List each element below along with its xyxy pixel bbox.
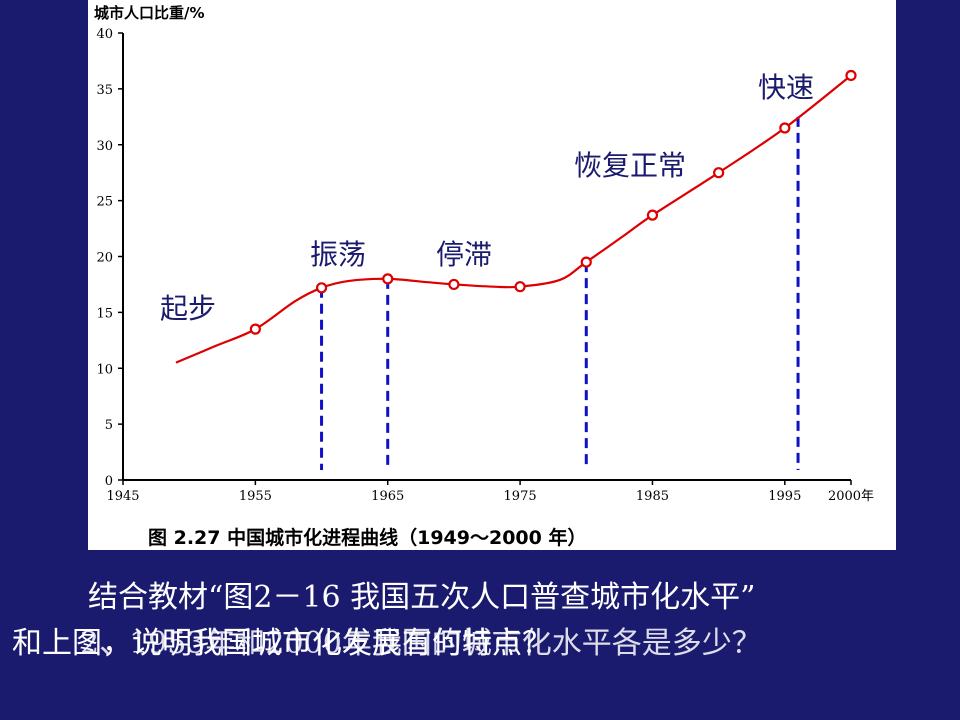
caption-line-2: 和上图，说明我国城市化发展有何特点？ — [12, 626, 552, 661]
x-ticks: 1945 1955 1965 1975 1985 1995 2000年 — [106, 480, 874, 504]
data-point-marker — [315, 282, 328, 294]
data-point-marker — [646, 209, 659, 221]
x-tick-label: 2000年 — [828, 489, 874, 504]
y-tick-label: 10 — [96, 362, 113, 377]
x-tick-label: 1995 — [768, 489, 801, 504]
data-point-marker — [249, 323, 261, 335]
stage-label-zhendang: 振荡 — [310, 238, 366, 271]
x-tick-label: 1975 — [504, 489, 537, 504]
chart-figure: 城市人口比重/% 0 5 10 15 20 25 30 35 40 1945 1955 1965 19… — [88, 0, 896, 550]
caption-line-overlap: 2、1953年和2000年我国的城市化水平各是多少？ — [80, 626, 762, 661]
urbanization-curve — [175, 74, 852, 364]
stage-label-tingzhi: 停滞 — [436, 238, 492, 271]
data-markers — [249, 69, 857, 335]
data-point-marker — [382, 273, 394, 285]
y-ticks: 0 5 10 15 20 25 30 35 40 — [96, 27, 123, 489]
y-tick-label: 0 — [105, 474, 113, 489]
y-tick-label: 25 — [96, 195, 113, 210]
x-tick-label: 1985 — [636, 489, 669, 504]
x-tick-label: 1955 — [239, 489, 272, 504]
data-point-marker — [514, 281, 526, 293]
stage-label-huifu: 恢复正常 — [574, 149, 686, 182]
y-tick-label: 30 — [96, 139, 113, 154]
y-tick-label: 5 — [105, 418, 113, 433]
data-point-marker — [779, 122, 791, 134]
x-tick-label: 1965 — [371, 489, 404, 504]
data-point-marker — [580, 256, 592, 268]
data-point-marker — [448, 278, 460, 291]
x-tick-label: 1945 — [106, 489, 139, 504]
y-tick-label: 20 — [96, 251, 113, 266]
caption-line-1: 结合教材“图2－16 我国五次人口普查城市化水平” — [88, 580, 756, 615]
stage-label-qibu: 起步 — [160, 292, 216, 325]
chart-title: 图 2.27 中国城市化进程曲线（1949～2000 年） — [148, 526, 587, 549]
stage-dividers — [320, 116, 800, 470]
y-axis-label: 城市人口比重/% — [94, 4, 205, 22]
y-tick-label: 35 — [96, 83, 113, 98]
data-point-marker — [713, 167, 725, 179]
stage-label-kuaisu: 快速 — [758, 71, 814, 104]
y-tick-label: 40 — [96, 27, 113, 42]
data-point-marker — [845, 69, 857, 82]
y-tick-label: 15 — [96, 306, 113, 321]
